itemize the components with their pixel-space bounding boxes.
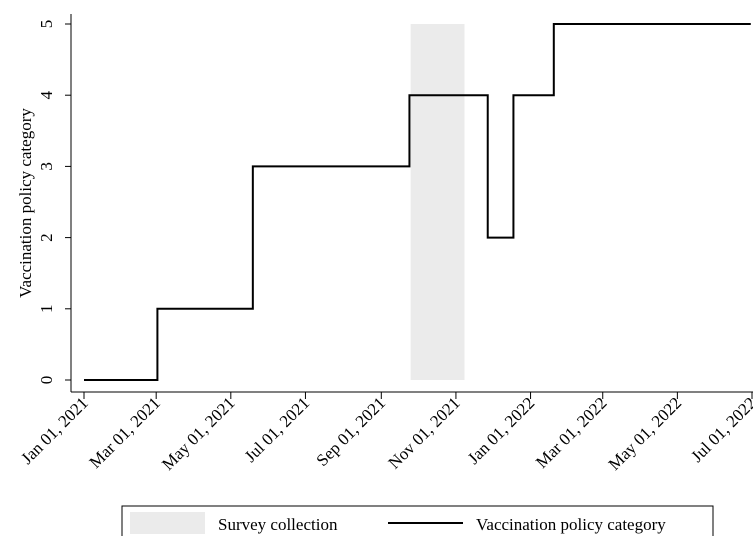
x-tick-label-5: Nov 01, 2021 (385, 393, 464, 472)
legend-swatch-survey-collection (130, 512, 205, 534)
x-tick-label-6: Jan 01, 2022 (464, 393, 539, 468)
y-tick-label-4: 4 (37, 90, 56, 99)
series (84, 23, 751, 381)
y-tick-label-5: 5 (37, 20, 56, 29)
x-tick-label-3: Jul 01, 2021 (241, 393, 314, 466)
x-tick-label-9: Jul 01, 2022 (687, 393, 753, 466)
y-tick-label-2: 2 (37, 233, 56, 242)
y-axis-title: Vaccination policy category (16, 108, 35, 298)
x-tick-label-1: Mar 01, 2021 (85, 393, 164, 472)
series-line-0 (84, 23, 751, 381)
legend-box (121, 505, 714, 536)
y-tick-label-1: 1 (37, 305, 56, 314)
axes (70, 14, 753, 393)
x-tick-label-4: Sep 01, 2021 (313, 393, 390, 470)
x-tick-label-2: May 01, 2021 (158, 393, 239, 474)
shaded-region-0 (410, 24, 465, 380)
x-tick-label-8: May 01, 2022 (605, 393, 686, 474)
legend: Survey collection Vaccination policy cat… (121, 505, 714, 536)
x-tick-label-7: Mar 01, 2022 (532, 393, 611, 472)
legend-label-policy: Vaccination policy category (476, 515, 666, 534)
y-tick-label-0: 0 (37, 376, 56, 385)
x-tick-label-0: Jan 01, 2021 (17, 393, 92, 468)
shaded-regions (410, 24, 465, 380)
y-tick-label-3: 3 (37, 162, 56, 171)
y-ticks: 0 1 2 3 4 5 (37, 20, 71, 385)
legend-label-survey-collection: Survey collection (218, 515, 338, 534)
